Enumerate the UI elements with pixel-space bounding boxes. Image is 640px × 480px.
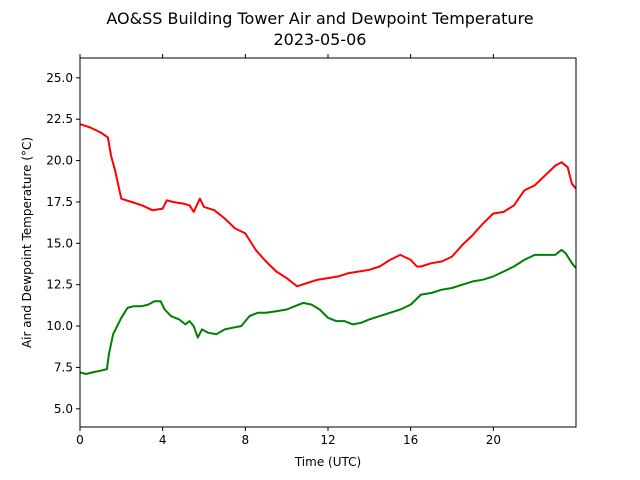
series-line-1: [79, 123, 577, 288]
x-axis-label: Time (UTC): [294, 455, 361, 469]
plot-frame: [79, 57, 577, 428]
y-axis-label: Air and Dewpoint Temperature (°C): [20, 137, 34, 348]
x-tick-label: 16: [403, 433, 418, 447]
y-tick-label: 22.5: [46, 112, 73, 126]
y-tick-label: 5.0: [54, 402, 73, 416]
y-tick-label: 15.0: [46, 236, 73, 250]
x-tick-label: 8: [242, 433, 250, 447]
axis-ticks: 0 4 8 12 16 20 5.0 7.5 10.0 12.5 15.0 17.5 20.0 22.5 2…: [46, 54, 501, 447]
chart-subtitle: 2023-05-06: [274, 30, 367, 49]
y-tick-label: 17.5: [46, 195, 73, 209]
y-tick-label: 20.0: [46, 154, 73, 168]
y-tick-label: 7.5: [54, 360, 73, 374]
x-tick-label: 12: [320, 433, 335, 447]
y-tick-label: 12.5: [46, 278, 73, 292]
y-tick-label: 25.0: [46, 71, 73, 85]
series-line-2: [79, 248, 577, 375]
x-tick-label: 0: [76, 433, 84, 447]
x-tick-label: 20: [486, 433, 501, 447]
y-tick-label: 10.0: [46, 319, 73, 333]
x-tick-label: 4: [159, 433, 167, 447]
chart-title: AO&SS Building Tower Air and Dewpoint Te…: [106, 9, 533, 28]
plot-lines: [79, 123, 577, 375]
